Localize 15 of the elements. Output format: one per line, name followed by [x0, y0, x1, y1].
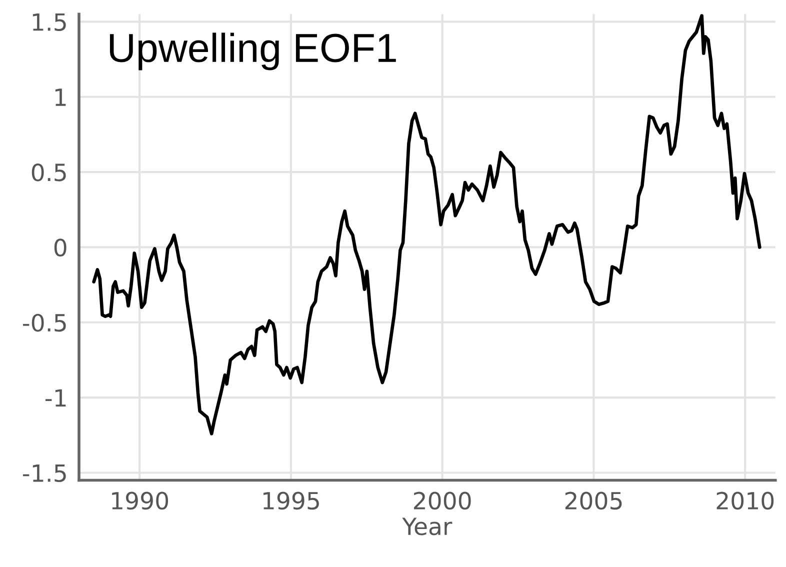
annotation: Upwelling EOF1 — [110, 32, 396, 70]
y-tick-label: 1 — [55, 88, 66, 106]
line-series — [92, 14, 762, 436]
x-tick-label: 2010 — [716, 492, 774, 510]
y-tick-label: 0.5 — [32, 163, 66, 182]
x-tick-label: 1995 — [263, 492, 319, 510]
y-tick-label: 0 — [54, 238, 66, 257]
x-tick-label: 2000 — [414, 492, 471, 510]
y-tick-label: -0.5 — [22, 314, 66, 332]
y-tick-label: 1.5 — [32, 13, 66, 31]
x-axis-title: Year — [402, 518, 452, 536]
x-tick-label: 1990 — [112, 492, 168, 510]
y-tick-label: -1 — [45, 389, 66, 407]
x-tick-label: 2005 — [565, 492, 622, 510]
y-tick-label: -1.5 — [22, 464, 66, 482]
